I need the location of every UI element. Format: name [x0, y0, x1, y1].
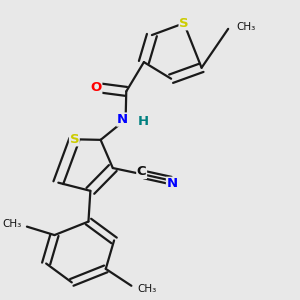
Text: CH₃: CH₃	[3, 219, 22, 229]
Text: CH₃: CH₃	[236, 22, 255, 32]
Text: O: O	[91, 81, 102, 94]
Text: N: N	[167, 177, 178, 190]
Text: S: S	[179, 17, 189, 30]
Text: C: C	[137, 166, 146, 178]
Text: S: S	[70, 133, 79, 146]
Text: N: N	[117, 113, 128, 126]
Text: H: H	[138, 115, 149, 128]
Text: CH₃: CH₃	[138, 284, 157, 294]
